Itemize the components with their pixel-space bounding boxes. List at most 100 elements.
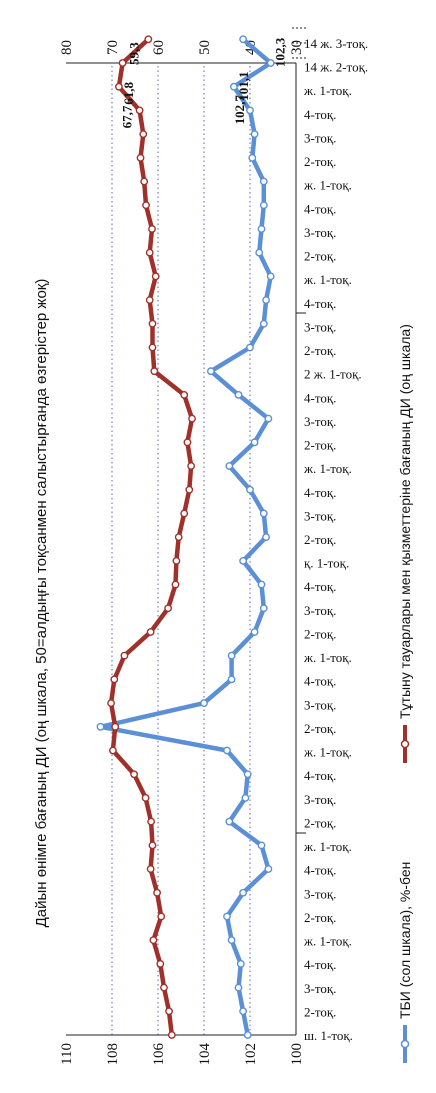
category-tick-label: 3-тоқ.: [304, 603, 336, 618]
series-1-point: [141, 794, 150, 802]
series-1-point: [136, 153, 145, 162]
right-axis-tick-label: 30: [289, 40, 305, 55]
series-0-point: [250, 130, 259, 139]
right-axis-tick-label: 60: [151, 40, 167, 55]
series-0-point: [96, 722, 105, 731]
series-1-point: [180, 391, 189, 399]
legend-item-tbi: ТБИ (сол шкала), %-бен: [397, 862, 413, 1063]
series-1-point: [151, 272, 160, 281]
series-0-point: [225, 462, 234, 470]
series-0-point: [257, 225, 266, 233]
series-0-point: [246, 485, 254, 494]
series-1-point: [165, 1007, 173, 1016]
category-tick-label: 2-тоқ.: [304, 343, 336, 358]
series-1-point: [160, 983, 168, 992]
series-1-point: [140, 177, 149, 186]
left-axis-tick-label: 102: [243, 1043, 259, 1066]
category-tick-label: ж. 1-тоқ.: [303, 461, 352, 476]
category-tick-label: 3-тоқ.: [304, 697, 336, 712]
category-tick-label: 2-тоқ.: [304, 154, 336, 169]
series-1-point: [149, 936, 158, 945]
series-0-point: [259, 319, 268, 328]
series-0-point: [227, 936, 236, 945]
series-0-point: [229, 82, 238, 91]
right-axis-tick-label: 80: [59, 40, 75, 55]
category-tick-label: ж. 1-тоқ.: [303, 934, 352, 949]
category-tick-label: 3-тоқ.: [304, 225, 336, 240]
series-0-point: [227, 675, 236, 684]
series-0-point: [266, 272, 275, 281]
category-tick-label: ж. 1-тоқ.: [303, 272, 352, 287]
category-tick-label: 2-тоқ.: [304, 249, 336, 264]
left-axis-tick-label: 100: [289, 1043, 305, 1066]
category-tick-label: 2-тоқ.: [304, 626, 336, 641]
legend-marker-tbi: [400, 1039, 410, 1049]
series-0-point: [262, 296, 270, 304]
left-axis-tick-label: 104: [197, 1043, 213, 1066]
category-tick-label: 2-тоқ.: [304, 910, 336, 925]
series-0-point: [239, 888, 248, 897]
category-tick-label: 4-тоқ.: [304, 485, 336, 500]
category-tick-label: қ. 1-тоқ.: [304, 556, 349, 571]
category-axis-labels: ш. 1-тоқ. 2-тоқ. 3-тоқ. 4-тоқ. ж. 1-тоқ. 2-то…: [303, 36, 368, 1043]
series-0-point: [259, 177, 268, 186]
series-0-point: [239, 1007, 248, 1016]
series-1-point: [147, 817, 156, 826]
series-0-point: [246, 106, 254, 115]
series-0-point: [239, 556, 248, 565]
category-tick-label: 14 ж. 2-тоқ.: [304, 60, 368, 75]
category-tick-label: 2-тоқ.: [304, 532, 336, 547]
series-0-point: [257, 841, 266, 850]
series-1-point: [120, 651, 129, 660]
series-0-point: [225, 817, 234, 826]
category-tick-label: 2-тоқ.: [304, 815, 336, 830]
series-1-point: [144, 35, 153, 44]
series-1-point: [148, 225, 156, 233]
series-1-point: [115, 82, 123, 91]
series-0-point: [259, 509, 268, 518]
series-0-point: [206, 367, 215, 376]
series-0-point: [227, 651, 236, 660]
series-1-point: [142, 201, 150, 210]
category-tick-label: 4-тоқ.: [304, 579, 336, 594]
legend-item-consumer: Тұтыну тауарлары мен қызметтеріне бағаны…: [397, 324, 413, 763]
category-tick-label: 4-тоқ.: [304, 296, 336, 311]
series-0-point: [250, 628, 259, 636]
left-axis-tick-label: 108: [105, 1043, 121, 1066]
series-0-point: [259, 201, 268, 210]
series-1-point: [148, 343, 157, 352]
right-axis-tick-label: 50: [197, 40, 213, 55]
series-0-point: [264, 865, 273, 873]
series-0-point: [243, 770, 252, 779]
category-tick-label: 2 ж. 1-тоқ.: [304, 367, 362, 382]
category-tick-label: 2-тоқ.: [304, 721, 336, 736]
series-0-point: [223, 912, 231, 921]
category-tick-label: ж. 1-тоқ.: [303, 839, 352, 854]
legend-label-tbi: ТБИ (сол шкала), %-бен: [397, 862, 413, 1019]
category-tick-label: 4-тоқ.: [304, 674, 336, 689]
series-1-point: [185, 485, 194, 494]
series-1-point: [109, 746, 117, 755]
series-0-point: [264, 414, 273, 423]
category-tick-label: 14 ж. 3-тоқ.: [304, 36, 368, 51]
series-0-point: [259, 604, 268, 613]
series-1-point: [110, 675, 119, 684]
series-1-point: [111, 722, 120, 731]
series-1-point: [183, 438, 192, 447]
gridlines: [111, 63, 251, 1035]
series-0-point: [234, 391, 243, 399]
series-1-point: [153, 888, 161, 897]
series-1-point: [107, 699, 115, 707]
series-0-point: [266, 59, 275, 67]
series-0-point: [262, 533, 270, 542]
series-0-point: [239, 35, 248, 44]
category-tick-label: 4-тоқ.: [304, 201, 336, 216]
series-1-point: [167, 1031, 176, 1039]
category-tick-label: 4-тоқ.: [304, 107, 336, 122]
legend-marker-consumer: [400, 739, 410, 749]
category-tick-label: 3-тоқ.: [304, 130, 336, 145]
